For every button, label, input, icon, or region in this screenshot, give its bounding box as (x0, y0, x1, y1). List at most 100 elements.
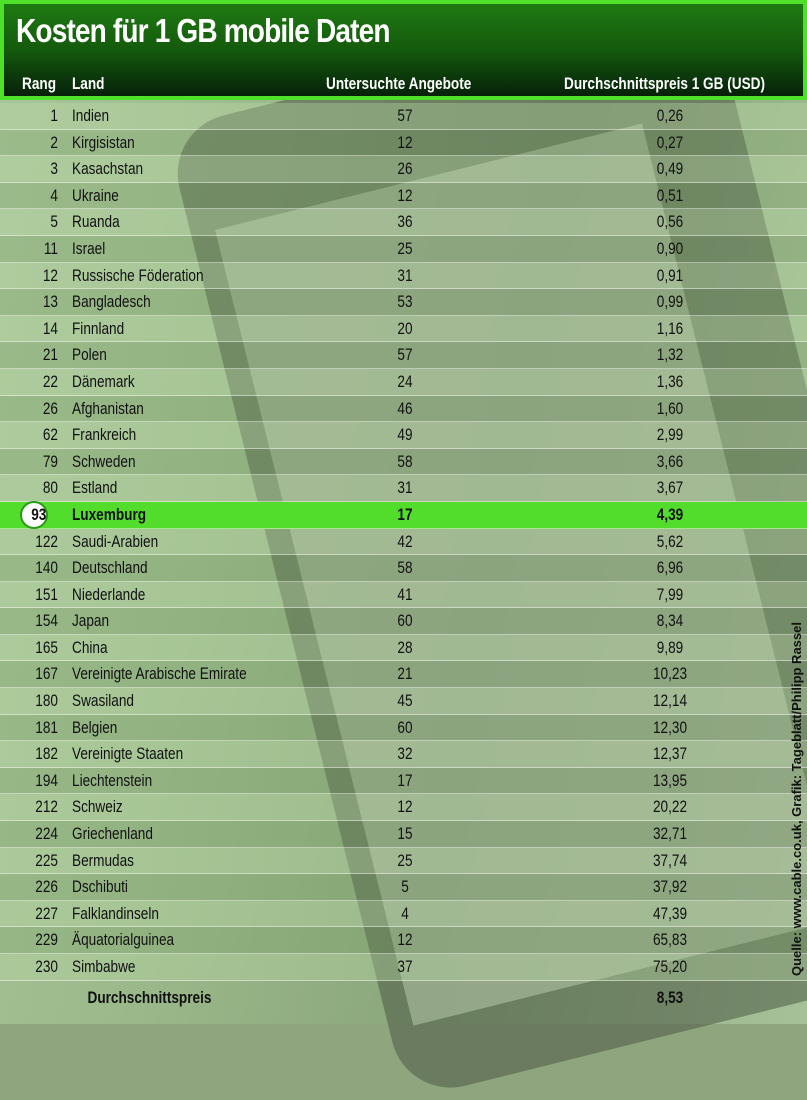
cell-rank: 13 (42, 292, 58, 312)
cell-price: 12,30 (652, 717, 688, 737)
cell-offers: 41 (397, 584, 413, 604)
column-header-rank: Rang (22, 74, 56, 93)
cell-price: 0,26 (656, 106, 684, 125)
cell-offers: 58 (397, 558, 413, 578)
cell-offers: 4 (401, 903, 409, 923)
cell-offers: 36 (397, 212, 413, 232)
table-row: 227 Falklandinseln 4 47,39 (0, 900, 807, 928)
table-row: 181 Belgien 60 12,30 (0, 714, 807, 742)
cell-rank: 226 (35, 877, 58, 897)
cell-country: Kirgisistan (72, 132, 135, 152)
cell-price: 32,71 (652, 824, 688, 844)
cell-offers: 60 (397, 611, 413, 631)
cell-rank: 229 (35, 930, 58, 950)
table-row: 230 Simbabwe 37 75,20 (0, 954, 807, 981)
cell-country: Finnland (72, 318, 125, 338)
cell-country: Ukraine (72, 185, 119, 205)
cell-country: Saudi-Arabien (72, 531, 159, 551)
cell-offers: 12 (397, 930, 413, 950)
cell-offers: 5 (401, 877, 409, 897)
cell-price: 1,36 (656, 371, 684, 391)
cell-country: Swasiland (72, 691, 134, 711)
table-row: 212 Schweiz 12 20,22 (0, 794, 807, 822)
cell-rank: 225 (35, 850, 58, 870)
cell-rank: 93 (31, 504, 47, 524)
cell-offers: 17 (397, 504, 413, 524)
cell-rank: 122 (35, 531, 58, 551)
table-row: 12 Russische Föderation 31 0,91 (0, 262, 807, 290)
cell-country: Simbabwe (72, 957, 136, 976)
cell-country: Niederlande (72, 584, 146, 604)
table-row: 4 Ukraine 12 0,51 (0, 182, 807, 210)
cell-price: 9,89 (656, 637, 684, 657)
table-row: 80 Estland 31 3,67 (0, 475, 807, 502)
cell-offers: 24 (397, 371, 413, 391)
cell-country: Frankreich (72, 425, 137, 445)
cell-country: Liechtenstein (72, 770, 153, 790)
cell-rank: 151 (35, 584, 58, 604)
cell-country: China (72, 637, 108, 657)
cell-country: Griechenland (72, 824, 153, 844)
cell-rank: 1 (50, 106, 58, 125)
cell-rank: 230 (35, 957, 58, 976)
cell-rank: 14 (42, 318, 58, 338)
cell-offers: 53 (397, 292, 413, 312)
cell-country: Bermudas (72, 850, 134, 870)
cell-country: Kasachstan (72, 159, 144, 179)
cell-offers: 46 (397, 398, 413, 418)
cell-price: 0,91 (656, 265, 684, 285)
cell-offers: 15 (397, 824, 413, 844)
cell-price: 13,95 (652, 770, 688, 790)
table-body: 1 Indien 57 0,26 2 Kirgisistan 12 0,27 3 Kasachst… (0, 103, 807, 981)
cell-offers: 12 (397, 132, 413, 152)
cell-country: Deutschland (72, 558, 148, 578)
cell-country: Russische Föderation (72, 265, 204, 285)
cell-country: Schweiz (72, 797, 123, 817)
cell-rank: 194 (35, 770, 58, 790)
cell-country: Bangladesch (72, 292, 151, 312)
cell-country: Äquatorialguinea (72, 930, 175, 950)
cell-price: 0,99 (656, 292, 684, 312)
cell-price: 1,16 (656, 318, 684, 338)
cell-rank: 140 (35, 558, 58, 578)
cell-rank: 21 (42, 345, 58, 365)
cell-country: Ruanda (72, 212, 120, 232)
column-header-offers: Untersuchte Angebote (326, 74, 472, 93)
cell-offers: 45 (397, 691, 413, 711)
average-label: Durchschnittspreis (87, 988, 212, 1007)
cell-offers: 12 (397, 797, 413, 817)
cell-rank: 4 (50, 185, 58, 205)
table-row: 1 Indien 57 0,26 (0, 103, 807, 130)
table-row: 122 Saudi-Arabien 42 5,62 (0, 528, 807, 556)
table-row: 151 Niederlande 41 7,99 (0, 581, 807, 609)
cell-price: 0,27 (656, 132, 684, 152)
table-row: 167 Vereinigte Arabische Emirate 21 10,23 (0, 661, 807, 689)
cell-rank: 80 (42, 478, 58, 498)
cell-offers: 31 (397, 478, 413, 498)
cell-country: Indien (72, 106, 110, 125)
cell-price: 8,34 (656, 611, 684, 631)
cell-offers: 25 (397, 850, 413, 870)
cell-price: 37,74 (652, 850, 688, 870)
table-row-highlighted: 93 Luxemburg 17 4,39 (0, 500, 807, 529)
cell-offers: 42 (397, 531, 413, 551)
cell-price: 47,39 (652, 903, 688, 923)
table-row: 21 Polen 57 1,32 (0, 342, 807, 369)
table-row: 22 Dänemark 24 1,36 (0, 368, 807, 396)
cell-country: Belgien (72, 717, 118, 737)
cell-rank: 11 (43, 238, 58, 258)
cell-price: 3,67 (656, 478, 684, 498)
cell-price: 37,92 (652, 877, 688, 897)
cell-offers: 20 (397, 318, 413, 338)
table-row: 2 Kirgisistan 12 0,27 (0, 129, 807, 157)
cell-offers: 17 (397, 770, 413, 790)
cell-country: Estland (72, 478, 118, 498)
cell-rank: 181 (35, 717, 58, 737)
table-row: 154 Japan 60 8,34 (0, 608, 807, 635)
cell-rank: 182 (35, 744, 58, 764)
cell-price: 4,39 (656, 504, 684, 524)
cell-rank: 180 (35, 691, 58, 711)
cell-rank: 165 (35, 637, 58, 657)
cell-price: 65,83 (652, 930, 688, 950)
cell-rank: 22 (42, 371, 58, 391)
